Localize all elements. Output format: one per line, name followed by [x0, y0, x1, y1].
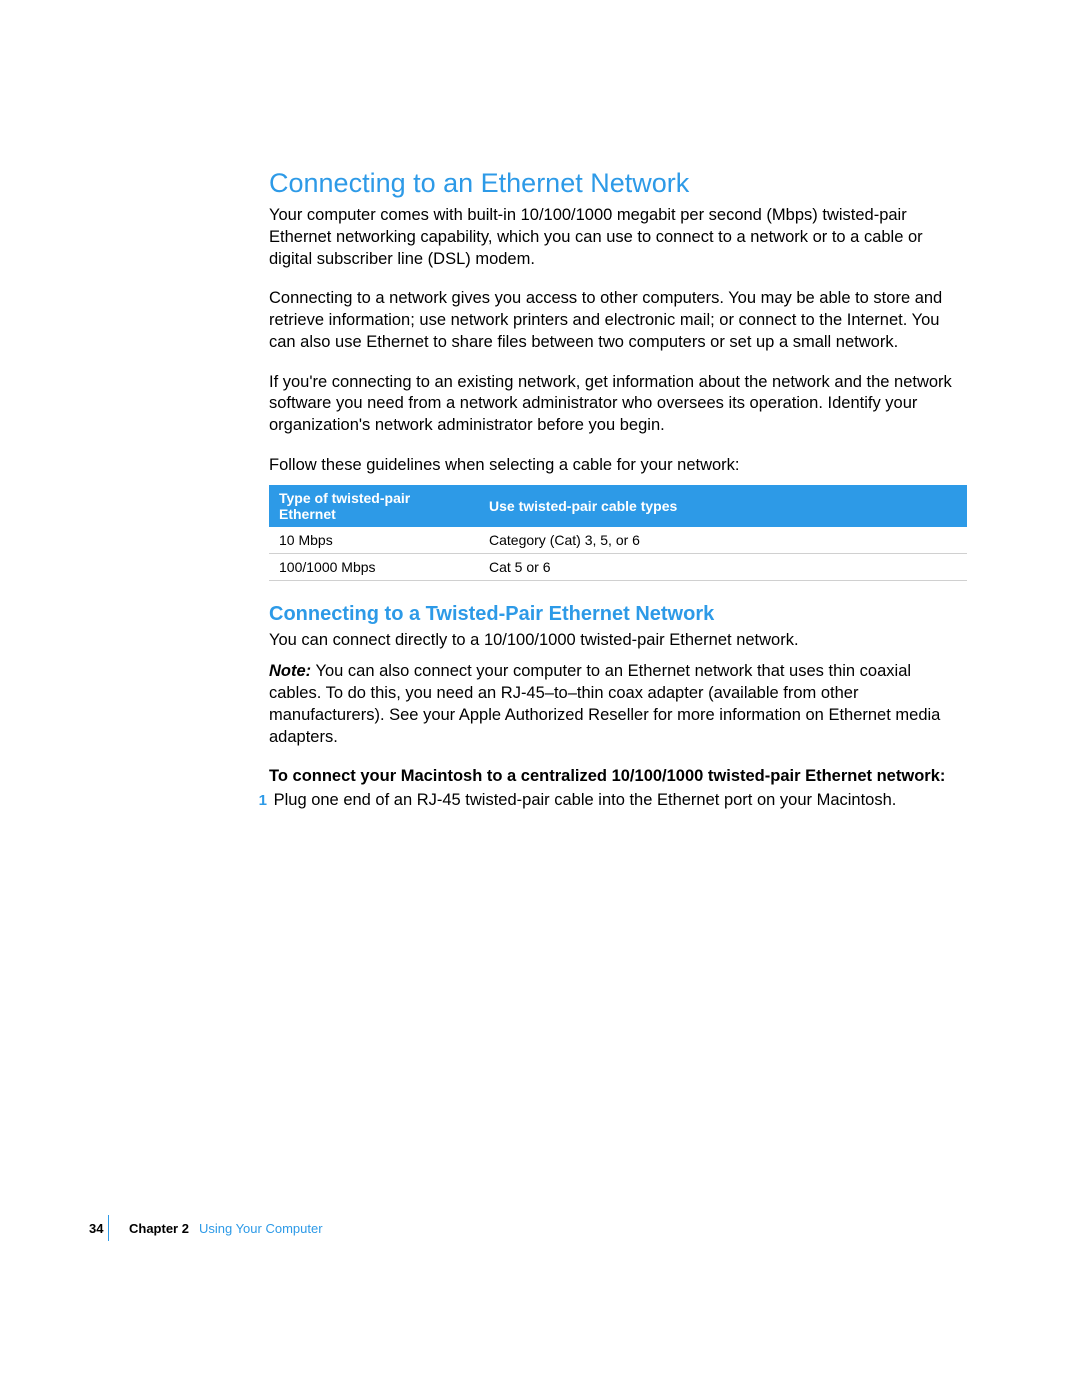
page-number: 34 [89, 1221, 103, 1236]
note-lead: Note: [269, 662, 311, 680]
note-body: You can also connect your computer to an… [269, 662, 940, 745]
page-footer: 34 Chapter 2 Using Your Computer [108, 1215, 323, 1241]
table-cell: 100/1000 Mbps [269, 553, 479, 580]
paragraph: You can connect directly to a 10/100/100… [269, 630, 967, 652]
paragraph: Connecting to a network gives you access… [269, 288, 967, 353]
paragraph: Your computer comes with built-in 10/100… [269, 205, 967, 270]
chapter-title: Using Your Computer [199, 1221, 323, 1236]
table-cell: Cat 5 or 6 [479, 553, 967, 580]
paragraph: Follow these guidelines when selecting a… [269, 455, 967, 477]
table-cell: 10 Mbps [269, 527, 479, 554]
cable-table: Type of twisted-pair Ethernet Use twiste… [269, 485, 967, 581]
table-header: Type of twisted-pair Ethernet [269, 485, 479, 527]
table-cell: Category (Cat) 3, 5, or 6 [479, 527, 967, 554]
table-header: Use twisted-pair cable types [479, 485, 967, 527]
step-item: 1 Plug one end of an RJ-45 twisted-pair … [253, 790, 967, 812]
paragraph: If you're connecting to an existing netw… [269, 372, 967, 437]
instruction-heading: To connect your Macintosh to a centraliz… [269, 766, 967, 788]
chapter-label: Chapter 2 [129, 1221, 189, 1236]
step-number: 1 [253, 791, 267, 811]
heading-sub: Connecting to a Twisted-Pair Ethernet Ne… [269, 603, 967, 626]
step-text: Plug one end of an RJ-45 twisted-pair ca… [274, 791, 897, 809]
document-page: Connecting to an Ethernet Network Your c… [0, 0, 1080, 812]
table-row: 100/1000 Mbps Cat 5 or 6 [269, 553, 967, 580]
heading-main: Connecting to an Ethernet Network [269, 168, 967, 199]
table-row: 10 Mbps Category (Cat) 3, 5, or 6 [269, 527, 967, 554]
note-paragraph: Note: You can also connect your computer… [269, 661, 967, 748]
